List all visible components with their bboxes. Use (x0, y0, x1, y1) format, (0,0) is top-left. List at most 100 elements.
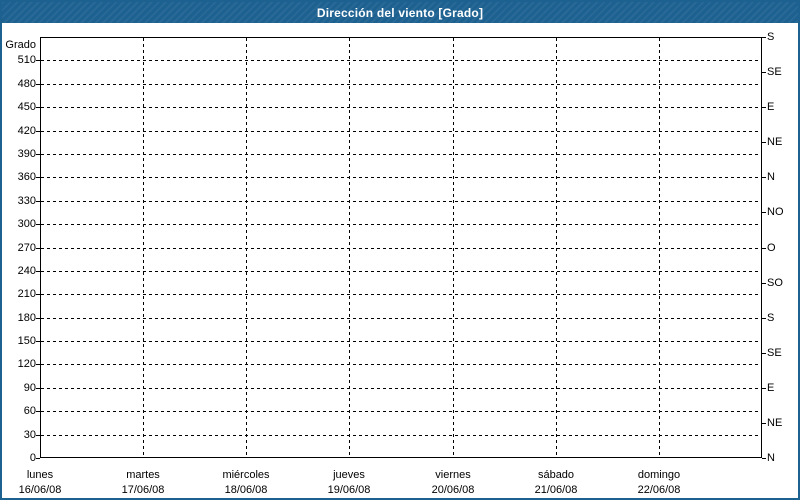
y-axis-tick (36, 107, 40, 108)
h-gridline (41, 107, 761, 108)
h-gridline (41, 435, 761, 436)
h-gridline (41, 388, 761, 389)
x-tick-label-day: lunes (26, 469, 54, 481)
y-axis-unit-label: Grado (5, 39, 36, 51)
x-tick-label-date: 17/06/08 (121, 484, 165, 496)
chart-title: Dirección del viento [Grado] (316, 5, 484, 20)
right-tick-label: SO (767, 277, 783, 289)
y-tick-label: 60 (23, 405, 36, 417)
x-tick-label-date: 20/06/08 (431, 484, 475, 496)
right-axis-tick (762, 458, 766, 459)
right-tick-label: SE (767, 66, 782, 78)
right-tick-label: NO (767, 206, 784, 218)
h-gridline (41, 131, 761, 132)
y-tick-label: 330 (17, 195, 36, 207)
v-gridline (556, 38, 557, 457)
window-title-bar: Dirección del viento [Grado] (2, 2, 798, 23)
y-tick-label: 450 (17, 101, 36, 113)
v-gridline (246, 38, 247, 457)
y-axis-tick (36, 435, 40, 436)
x-tick-label-day: domingo (637, 469, 681, 481)
right-tick-label: N (767, 452, 775, 464)
y-tick-label: 150 (17, 335, 36, 347)
y-axis-tick (36, 388, 40, 389)
right-axis-tick (762, 142, 766, 143)
y-axis-tick (36, 458, 40, 459)
h-gridline (41, 411, 761, 412)
y-tick-label: 270 (17, 242, 36, 254)
x-tick-label-date: 18/06/08 (224, 484, 268, 496)
y-tick-label: 0 (29, 452, 36, 464)
h-gridline (41, 154, 761, 155)
y-tick-label: 360 (17, 171, 36, 183)
right-tick-label: S (767, 312, 775, 324)
y-axis-tick (36, 154, 40, 155)
x-tick-label-day: miércoles (222, 469, 270, 481)
v-gridline (659, 38, 660, 457)
right-axis-tick (762, 107, 766, 108)
h-gridline (41, 60, 761, 61)
right-axis-tick (762, 177, 766, 178)
v-gridline (349, 38, 350, 457)
y-axis-tick (36, 294, 40, 295)
x-tick-label-day: sábado (537, 469, 575, 481)
right-axis-tick (762, 72, 766, 73)
right-tick-label: S (767, 31, 775, 43)
h-gridline (41, 318, 761, 319)
y-tick-label: 390 (17, 148, 36, 160)
v-gridline (143, 38, 144, 457)
y-axis-tick (36, 131, 40, 132)
x-tick-label-day: jueves (333, 469, 365, 481)
y-tick-label: 480 (17, 78, 36, 90)
right-axis-tick (762, 283, 766, 284)
h-gridline (41, 364, 761, 365)
y-axis-tick (36, 224, 40, 225)
right-axis-tick (762, 248, 766, 249)
h-gridline (41, 224, 761, 225)
y-tick-label: 510 (17, 54, 36, 66)
right-tick-label: NE (767, 417, 783, 429)
y-tick-label: 420 (17, 125, 36, 137)
h-gridline (41, 248, 761, 249)
y-tick-label: 240 (17, 265, 36, 277)
right-axis-tick (762, 388, 766, 389)
v-gridline (453, 38, 454, 457)
y-axis-tick (36, 271, 40, 272)
x-tick-label-date: 21/06/08 (534, 484, 578, 496)
right-axis-tick (762, 423, 766, 424)
y-tick-label: 210 (17, 288, 36, 300)
y-axis-tick (36, 60, 40, 61)
h-gridline (41, 201, 761, 202)
right-axis-tick (762, 212, 766, 213)
y-axis-tick (36, 248, 40, 249)
y-axis-tick (36, 84, 40, 85)
y-tick-label: 180 (17, 312, 36, 324)
y-tick-label: 90 (23, 382, 36, 394)
right-tick-label: O (767, 242, 776, 254)
x-tick-label-date: 16/06/08 (18, 484, 62, 496)
h-gridline (41, 341, 761, 342)
x-tick-label-day: viernes (435, 469, 471, 481)
right-tick-label: NE (767, 136, 783, 148)
right-tick-label: N (767, 171, 775, 183)
x-tick-label-day: martes (126, 469, 160, 481)
y-axis-tick (36, 341, 40, 342)
right-tick-label: E (767, 101, 775, 113)
y-axis-tick (36, 411, 40, 412)
right-axis-tick (762, 318, 766, 319)
right-tick-label: E (767, 382, 775, 394)
h-gridline (41, 84, 761, 85)
right-axis-tick (762, 353, 766, 354)
right-tick-label: SE (767, 347, 782, 359)
h-gridline (41, 177, 761, 178)
y-axis-tick (36, 201, 40, 202)
y-tick-label: 30 (23, 429, 36, 441)
y-tick-label: 300 (17, 218, 36, 230)
y-axis-tick (36, 364, 40, 365)
y-tick-label: 120 (17, 358, 36, 370)
y-axis-tick (36, 318, 40, 319)
y-axis-tick (36, 177, 40, 178)
x-tick-label-date: 19/06/08 (327, 484, 371, 496)
